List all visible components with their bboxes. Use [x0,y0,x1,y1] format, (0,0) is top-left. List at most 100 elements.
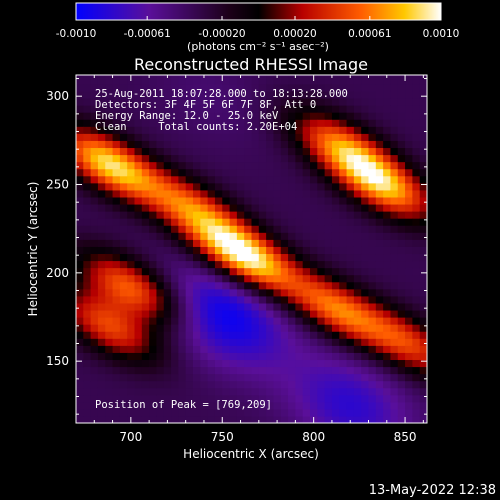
heatmap-cell [375,239,384,247]
heatmap-cell [339,97,348,106]
heatmap-cell [76,175,84,184]
heatmap-image [76,75,427,423]
heatmap-cell [419,196,427,205]
heatmap-cell [295,105,304,113]
heatmap-cell [200,253,209,262]
heatmap-cell [193,90,201,99]
heatmap-cell [339,401,348,410]
heatmap-cell [375,203,384,212]
heatmap-cell [331,140,340,149]
heatmap-cell [390,112,399,120]
heatmap-cell [156,359,165,368]
heatmap-cell [200,225,209,233]
heatmap-cell [251,189,260,198]
heatmap-cell [273,274,282,283]
heatmap-cell [76,97,84,106]
heatmap-cell [317,373,326,382]
heatmap-cell [295,352,304,361]
heatmap-cell [258,175,267,184]
heatmap-cell [412,380,421,389]
heatmap-cell [295,83,304,92]
heatmap-cell [317,408,326,417]
heatmap-cell [178,182,187,191]
heatmap-cell [302,331,311,339]
heatmap-cell [273,97,282,106]
annotation-detectors: Detectors: 3F 4F 5F 6F 7F 8F, Att 0 [95,99,316,111]
heatmap-cell [353,331,362,339]
heatmap-cell [295,76,304,85]
heatmap-cell [288,154,296,163]
heatmap-cell [251,246,260,255]
heatmap-cell [193,338,201,346]
heatmap-cell [353,97,362,106]
heatmap-cell [266,359,275,368]
heatmap-cell [258,189,267,198]
heatmap-cell [112,401,121,410]
plot-annotations: 25-Aug-2011 18:07:28.000 to 18:13:28.000… [95,88,348,411]
heatmap-cell [405,352,413,361]
heatmap-cell [397,324,406,332]
heatmap-cell [207,373,216,382]
heatmap-cell [112,175,121,184]
heatmap-cell [266,253,275,262]
heatmap-cell [405,274,413,283]
heatmap-cell [266,75,275,78]
heatmap-cell [251,324,260,332]
heatmap-cell [375,196,384,205]
heatmap-cell [397,126,406,134]
heatmap-cell [405,90,413,99]
heatmap-cell [156,331,165,339]
heatmap-cell [229,112,238,120]
heatmap-cell [346,147,355,156]
heatmap-cell [171,154,179,163]
heatmap-cell [346,387,355,396]
heatmap-cell [339,126,348,134]
heatmap-cell [119,189,128,198]
heatmap-cell [105,196,114,205]
heatmap-cell [353,394,362,403]
heatmap-cell [119,119,128,127]
heatmap-cell [207,359,216,368]
heatmap-cell [258,246,267,255]
heatmap-cell [141,203,150,212]
heatmap-cell [412,239,421,247]
heatmap-cell [105,75,114,78]
heatmap-cell [222,302,231,311]
heatmap-cell [193,345,201,353]
heatmap-cell [405,140,413,149]
heatmap-cell [273,133,282,141]
heatmap-cell [178,345,187,353]
heatmap-cell [83,401,92,410]
heatmap-cell [346,119,355,127]
heatmap-cell [361,161,370,170]
heatmap-cell [119,154,128,163]
heatmap-cell [346,260,355,269]
heatmap-cell [375,189,384,198]
heatmap-cell [97,105,106,113]
heatmap-cell [141,90,150,99]
heatmap-cell [346,274,355,283]
heatmap-cell [112,133,121,141]
heatmap-cell [383,105,392,113]
heatmap-cell [185,352,194,361]
heatmap-cell [397,175,406,184]
heatmap-cell [207,260,216,269]
heatmap-cell [171,317,179,325]
heatmap-cell [178,140,187,149]
heatmap-cell [310,232,318,240]
heatmap-cell [171,281,179,290]
x-tick-label: 750 [211,430,234,444]
heatmap-cell [156,83,165,92]
heatmap-cell [383,401,392,410]
heatmap-cell [222,133,231,141]
heatmap-cell [222,154,231,163]
heatmap-cell [280,352,289,361]
heatmap-cell [90,211,99,219]
heatmap-cell [119,161,128,170]
heatmap-cell [214,281,223,290]
heatmap-cell [90,338,99,346]
heatmap-cell [339,380,348,389]
heatmap-cell [90,189,99,198]
heatmap-cell [310,218,318,226]
heatmap-cell [419,203,427,212]
